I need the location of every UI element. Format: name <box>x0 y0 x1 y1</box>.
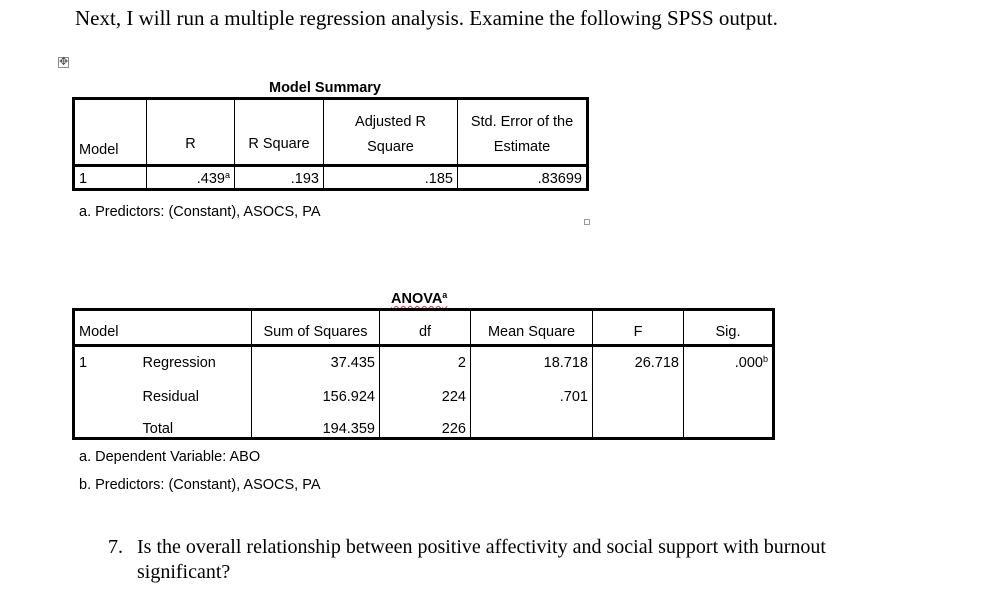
cell-sig <box>683 376 774 408</box>
cell-std-error: .83699 <box>457 165 588 190</box>
r-value: .439 <box>196 171 225 187</box>
model-summary-title: Model Summary <box>269 80 381 96</box>
footnote-marker-a: a <box>224 170 230 180</box>
cell-adjusted-r-square: .185 <box>323 165 458 190</box>
header-f: F <box>592 309 684 347</box>
header-sig: Sig. <box>683 309 774 347</box>
cell-mean-square <box>470 407 593 439</box>
header-sum-of-squares: Sum of Squares <box>251 309 380 347</box>
header-std-error-line1: Std. Error of the <box>470 114 574 130</box>
sig-value: .000 <box>734 355 763 372</box>
header-adjusted-line1: Adjusted R <box>355 114 426 130</box>
model-summary-header-row: Model R R Square Adjusted R Square Std. … <box>73 98 588 167</box>
header-std-error: Std. Error of the Estimate <box>457 98 588 167</box>
model-summary-footnote-a: a. Predictors: (Constant), ASOCS, PA <box>79 204 321 220</box>
cell-sig <box>683 407 774 439</box>
question-7: 7. Is the overall relationship between p… <box>108 535 908 585</box>
header-df: df <box>379 309 471 347</box>
header-mean-square: Mean Square <box>470 309 593 347</box>
anova-footnote-a: a. Dependent Variable: ABO <box>79 449 261 465</box>
table-row: Residual 156.924 224 .701 <box>73 376 774 408</box>
cell-f: 26.718 <box>592 345 684 377</box>
footnote-marker-a: a <box>442 290 448 300</box>
cell-df: 2 <box>379 345 471 377</box>
cell-df: 224 <box>379 376 471 408</box>
cell-source: Residual <box>142 388 199 405</box>
anova-title-text: ANOVA <box>391 291 443 307</box>
table-resize-handle-icon[interactable] <box>584 219 590 225</box>
header-adjusted-r-square: Adjusted R Square <box>323 98 458 167</box>
header-model: Model <box>73 98 147 167</box>
intro-paragraph: Next, I will run a multiple regression a… <box>75 6 778 30</box>
anova-table: Model Sum of Squares df Mean Square F Si… <box>72 308 775 440</box>
cell-sum-of-squares: 194.359 <box>251 407 380 439</box>
cell-model: 1 <box>73 345 139 377</box>
table-row: Total 194.359 226 <box>73 407 774 439</box>
table-row: 1 Regression 37.435 2 18.718 26.718 .000… <box>73 345 774 377</box>
cell-source: Total <box>142 421 174 437</box>
model-summary-table: Model R R Square Adjusted R Square Std. … <box>72 97 589 191</box>
cell-r-square: .193 <box>234 165 324 190</box>
table-move-handle-icon[interactable]: ✥ <box>58 56 69 68</box>
table-row: 1 .439a .193 .185 .83699 <box>74 165 588 190</box>
cell-f <box>592 407 684 439</box>
anova-footnote-b: b. Predictors: (Constant), ASOCS, PA <box>79 477 321 493</box>
cell-sig: .000b <box>683 345 774 377</box>
question-number: 7. <box>108 536 123 558</box>
anova-title: ANOVAa <box>391 290 447 307</box>
header-model: Model <box>73 309 252 347</box>
cell-df: 226 <box>379 407 471 439</box>
header-r-square: R Square <box>234 98 324 167</box>
anova-header-row: Model Sum of Squares df Mean Square F Si… <box>73 309 774 347</box>
cell-model <box>73 407 139 439</box>
question-text: Is the overall relationship between posi… <box>137 536 826 583</box>
cell-mean-square: .701 <box>470 376 593 408</box>
cell-model <box>73 376 139 408</box>
cell-mean-square: 18.718 <box>470 345 593 377</box>
cell-r: .439a <box>146 165 235 190</box>
cell-sum-of-squares: 156.924 <box>251 376 380 408</box>
header-adjusted-line2: Square <box>367 139 414 155</box>
cell-sum-of-squares: 37.435 <box>251 345 380 377</box>
footnote-marker-b: b <box>762 354 768 365</box>
header-r: R <box>146 98 235 167</box>
cell-f <box>592 376 684 408</box>
cell-source: Regression <box>142 354 216 371</box>
cell-model: 1 <box>79 171 88 187</box>
header-std-error-line2: Estimate <box>493 139 551 155</box>
